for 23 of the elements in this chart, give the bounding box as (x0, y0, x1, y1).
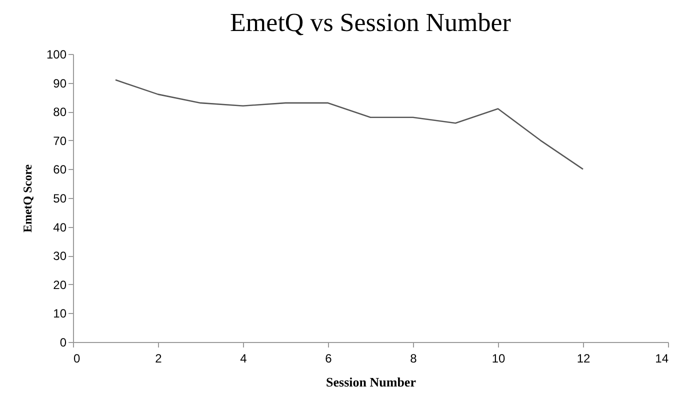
chart-title: EmetQ vs Session Number (230, 8, 512, 37)
x-tick-label: 4 (240, 352, 248, 366)
x-tick-label: 2 (155, 352, 162, 366)
x-tick-label: 0 (74, 352, 80, 366)
y-tick-label: 0 (60, 336, 67, 350)
line-series (114, 79, 584, 170)
y-axis-title: EmetQ Score (20, 164, 34, 233)
x-tick-label: 8 (410, 352, 418, 366)
x-tick-label: 12 (576, 352, 590, 366)
y-tick-label: 100 (46, 48, 67, 62)
y-tick-label: 30 (53, 249, 67, 264)
y-tick-label: 50 (53, 192, 67, 206)
y-tick-label: 40 (53, 220, 67, 234)
x-axis-title: Session Number (326, 374, 416, 390)
y-tick-label: 90 (53, 76, 67, 90)
x-tick-label: 6 (325, 352, 332, 366)
x-tick-label: 10 (492, 352, 506, 366)
y-tick-label: 80 (53, 105, 67, 120)
y-tick-label: 70 (53, 134, 67, 148)
x-tick-label: 14 (655, 352, 669, 366)
y-tick-label: 20 (53, 278, 67, 292)
y-tick-label: 60 (53, 162, 67, 177)
y-tick-label: 10 (53, 306, 67, 321)
